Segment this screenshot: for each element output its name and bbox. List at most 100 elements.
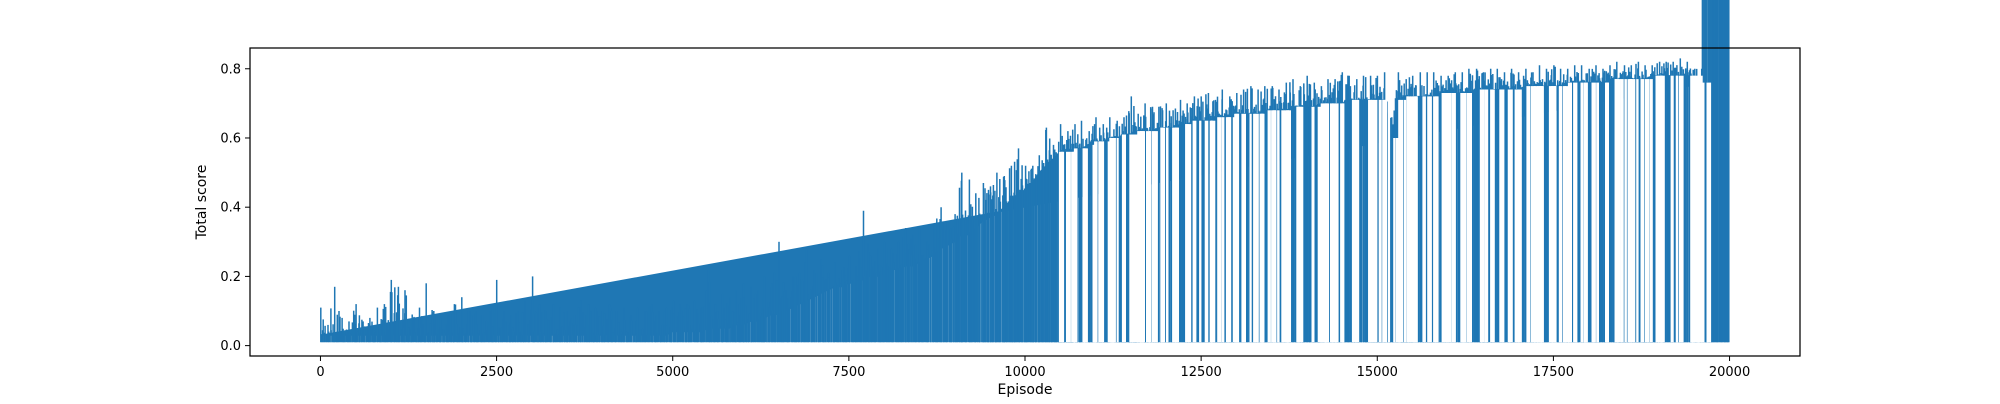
series-0-dip — [1332, 103, 1337, 343]
y-axis: 0.0 0.2 0.4 0.6 0.8 — [220, 62, 250, 354]
series-0-dip — [1526, 86, 1531, 343]
x-tick-label: 0 — [316, 365, 324, 380]
series-0-dip — [1368, 99, 1372, 343]
series-0-dip — [1451, 93, 1456, 343]
series-0-dip — [1382, 99, 1387, 343]
series-0-dip — [1446, 93, 1452, 343]
series-0-dip — [1373, 99, 1378, 343]
series-0-dip — [1210, 120, 1216, 343]
series-0-dip — [1172, 127, 1177, 343]
series-0-dip — [1406, 96, 1409, 343]
series-0-dip — [1137, 131, 1142, 343]
series-0-dip — [1204, 120, 1209, 343]
y-axis-label: Total score — [194, 165, 210, 241]
series-0-dip — [1340, 103, 1344, 343]
series-0-dip — [1199, 120, 1202, 343]
series-0-dip — [1393, 138, 1396, 343]
series-0-dip — [1378, 99, 1382, 343]
series-0-dip — [1564, 86, 1570, 343]
series-0-dip — [1160, 127, 1163, 343]
series-0-dip — [1192, 120, 1197, 343]
series-0-dip — [1573, 82, 1578, 343]
series-0-dip — [1187, 124, 1192, 343]
series-0-dip — [1175, 127, 1178, 343]
series-0-dip — [1479, 89, 1484, 343]
series-0-dip — [1094, 141, 1098, 343]
series-0-dip — [1320, 103, 1324, 343]
series-0-dip — [1541, 86, 1544, 343]
series-0-dip — [1413, 96, 1418, 343]
plot-area — [320, 0, 1730, 343]
series-0-dip — [1404, 99, 1407, 343]
series-0-dip — [1253, 113, 1256, 343]
series-0-dip — [1679, 75, 1684, 343]
series-0-dip — [1696, 75, 1701, 343]
series-0-dip — [1435, 96, 1439, 343]
series-0-dip — [1071, 151, 1076, 343]
series-0-dip — [1154, 131, 1158, 343]
series-0-dip — [1531, 86, 1536, 343]
x-tick-label: 20000 — [1709, 365, 1750, 380]
x-tick-label: 12500 — [1180, 365, 1221, 380]
series-0-dip — [1176, 127, 1179, 343]
series-0-dip — [1267, 110, 1271, 343]
series-0-dip — [1061, 151, 1065, 343]
series-0-dip — [1324, 103, 1329, 343]
series-0-dip — [1596, 82, 1599, 343]
series-0-dip — [1301, 106, 1304, 343]
series-0-dip — [1116, 138, 1119, 343]
series-0-dip — [1317, 106, 1323, 343]
series-0-dip — [1441, 93, 1447, 343]
series-0-dip — [1281, 110, 1285, 343]
series-0-dip — [1272, 110, 1277, 343]
series-0-dip — [1146, 131, 1151, 343]
series-0-dip — [1427, 96, 1432, 343]
series-0-dip — [1620, 79, 1624, 343]
series-0-dips — [1058, 75, 1712, 343]
series-0-dip — [1217, 117, 1222, 343]
series-0-dip — [1329, 103, 1334, 343]
y-tick-label: 0.6 — [220, 131, 241, 146]
series-0-dip — [1259, 113, 1265, 343]
series-0-dip — [1507, 89, 1511, 343]
series-0-dip — [1296, 106, 1301, 343]
series-0-dip — [1567, 82, 1571, 343]
axes-frame — [249, 47, 1801, 357]
series-0-dip — [1277, 110, 1280, 343]
y-tick-label: 0.2 — [220, 270, 241, 285]
series-0-dip — [1550, 86, 1554, 343]
series-0-dip — [1518, 89, 1522, 343]
y-tick-label: 0.8 — [220, 62, 241, 77]
series-0-dip — [1500, 89, 1505, 343]
series-0-dip — [1463, 93, 1467, 343]
series-0-dip — [1073, 148, 1078, 343]
series-0-dip — [1254, 113, 1259, 343]
series-0-dip — [1650, 79, 1653, 343]
series-0-dip — [1235, 113, 1240, 343]
series-0-dip — [1354, 99, 1358, 343]
series-0-dip — [1227, 117, 1232, 343]
series-0-dip — [1606, 82, 1609, 343]
series-0-dip — [1691, 75, 1695, 343]
x-axis: 0 2500 5000 7500 10000 12500 15000 17500 20000 — [316, 356, 1750, 380]
series-0-dip — [1614, 79, 1619, 343]
series-0-dip — [1082, 148, 1085, 343]
series-0-dip — [1209, 120, 1212, 343]
series-0-dip — [1221, 117, 1225, 343]
series-0-dip — [1241, 113, 1246, 343]
x-tick-label: 2500 — [480, 365, 513, 380]
series-0-dip — [1661, 75, 1665, 343]
series-0-dip — [1460, 93, 1464, 343]
series-0-dip — [1507, 89, 1513, 343]
series-0-dip — [1670, 75, 1674, 343]
series-0-dip — [1066, 151, 1071, 343]
series-0-dip — [1701, 82, 1705, 343]
series-0-dip — [1398, 99, 1401, 343]
series-0-dip — [1533, 86, 1538, 343]
series-0-dip — [1636, 79, 1639, 343]
series-0-dip — [1706, 82, 1712, 343]
x-tick-label: 17500 — [1533, 365, 1574, 380]
x-tick-label: 5000 — [656, 365, 689, 380]
series-0-dip — [1580, 82, 1584, 343]
